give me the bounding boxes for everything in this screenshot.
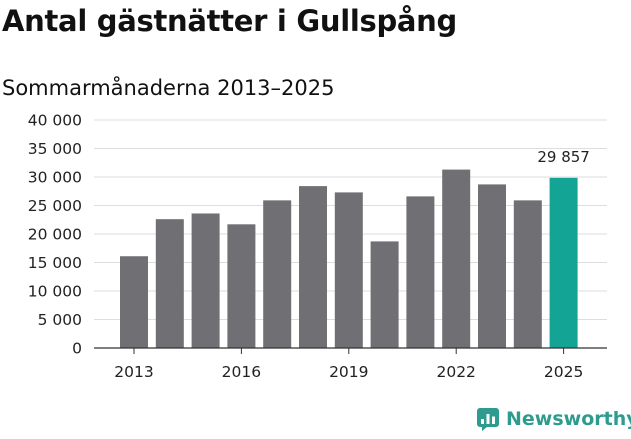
y-tick-label: 15 000 <box>28 254 82 272</box>
bar-2016 <box>227 224 256 348</box>
y-tick-label: 20 000 <box>28 226 82 244</box>
data-label-2025: 29 857 <box>537 148 590 166</box>
bar-2017 <box>263 200 292 348</box>
bar-2021 <box>406 196 435 348</box>
brand-name: Newsworthy <box>506 408 631 430</box>
bars <box>120 169 578 348</box>
chart-subtitle: Sommarmånaderna 2013–2025 <box>2 76 335 100</box>
x-tick-label: 2016 <box>222 363 261 381</box>
bar-2015 <box>191 213 220 348</box>
y-tick-label: 25 000 <box>28 197 82 215</box>
x-tick-label: 2025 <box>544 363 583 381</box>
newsworthy-chart-icon <box>477 408 499 431</box>
y-tick-label: 30 000 <box>28 169 82 187</box>
y-tick-label: 40 000 <box>28 112 82 130</box>
chart-title: Antal gästnätter i Gullspång <box>2 4 457 38</box>
x-axis-ticks: 2013 2016 2019 2022 2025 <box>114 348 583 381</box>
bar-2023 <box>478 184 506 348</box>
bar-2024 <box>513 200 542 348</box>
x-tick-label: 2013 <box>114 363 153 381</box>
y-axis-ticks: 0 5 000 10 000 15 000 20 000 25 000 30 000 35 0… <box>28 112 82 358</box>
x-tick-label: 2019 <box>329 363 368 381</box>
bar-2025 <box>549 177 578 348</box>
y-tick-label: 0 <box>72 340 82 358</box>
bar-2019 <box>334 192 363 348</box>
y-tick-label: 35 000 <box>28 140 82 158</box>
bar-2022 <box>442 169 471 348</box>
bar-2018 <box>299 186 327 348</box>
x-tick-label: 2022 <box>436 363 475 381</box>
bar-2020 <box>370 241 399 348</box>
y-tick-label: 5 000 <box>38 311 82 329</box>
data-labels: 29 857 <box>537 148 590 166</box>
bar-2013 <box>120 256 148 348</box>
brand-logo: Newsworthy <box>476 407 631 431</box>
y-tick-label: 10 000 <box>28 283 82 301</box>
bar-2014 <box>155 219 184 348</box>
